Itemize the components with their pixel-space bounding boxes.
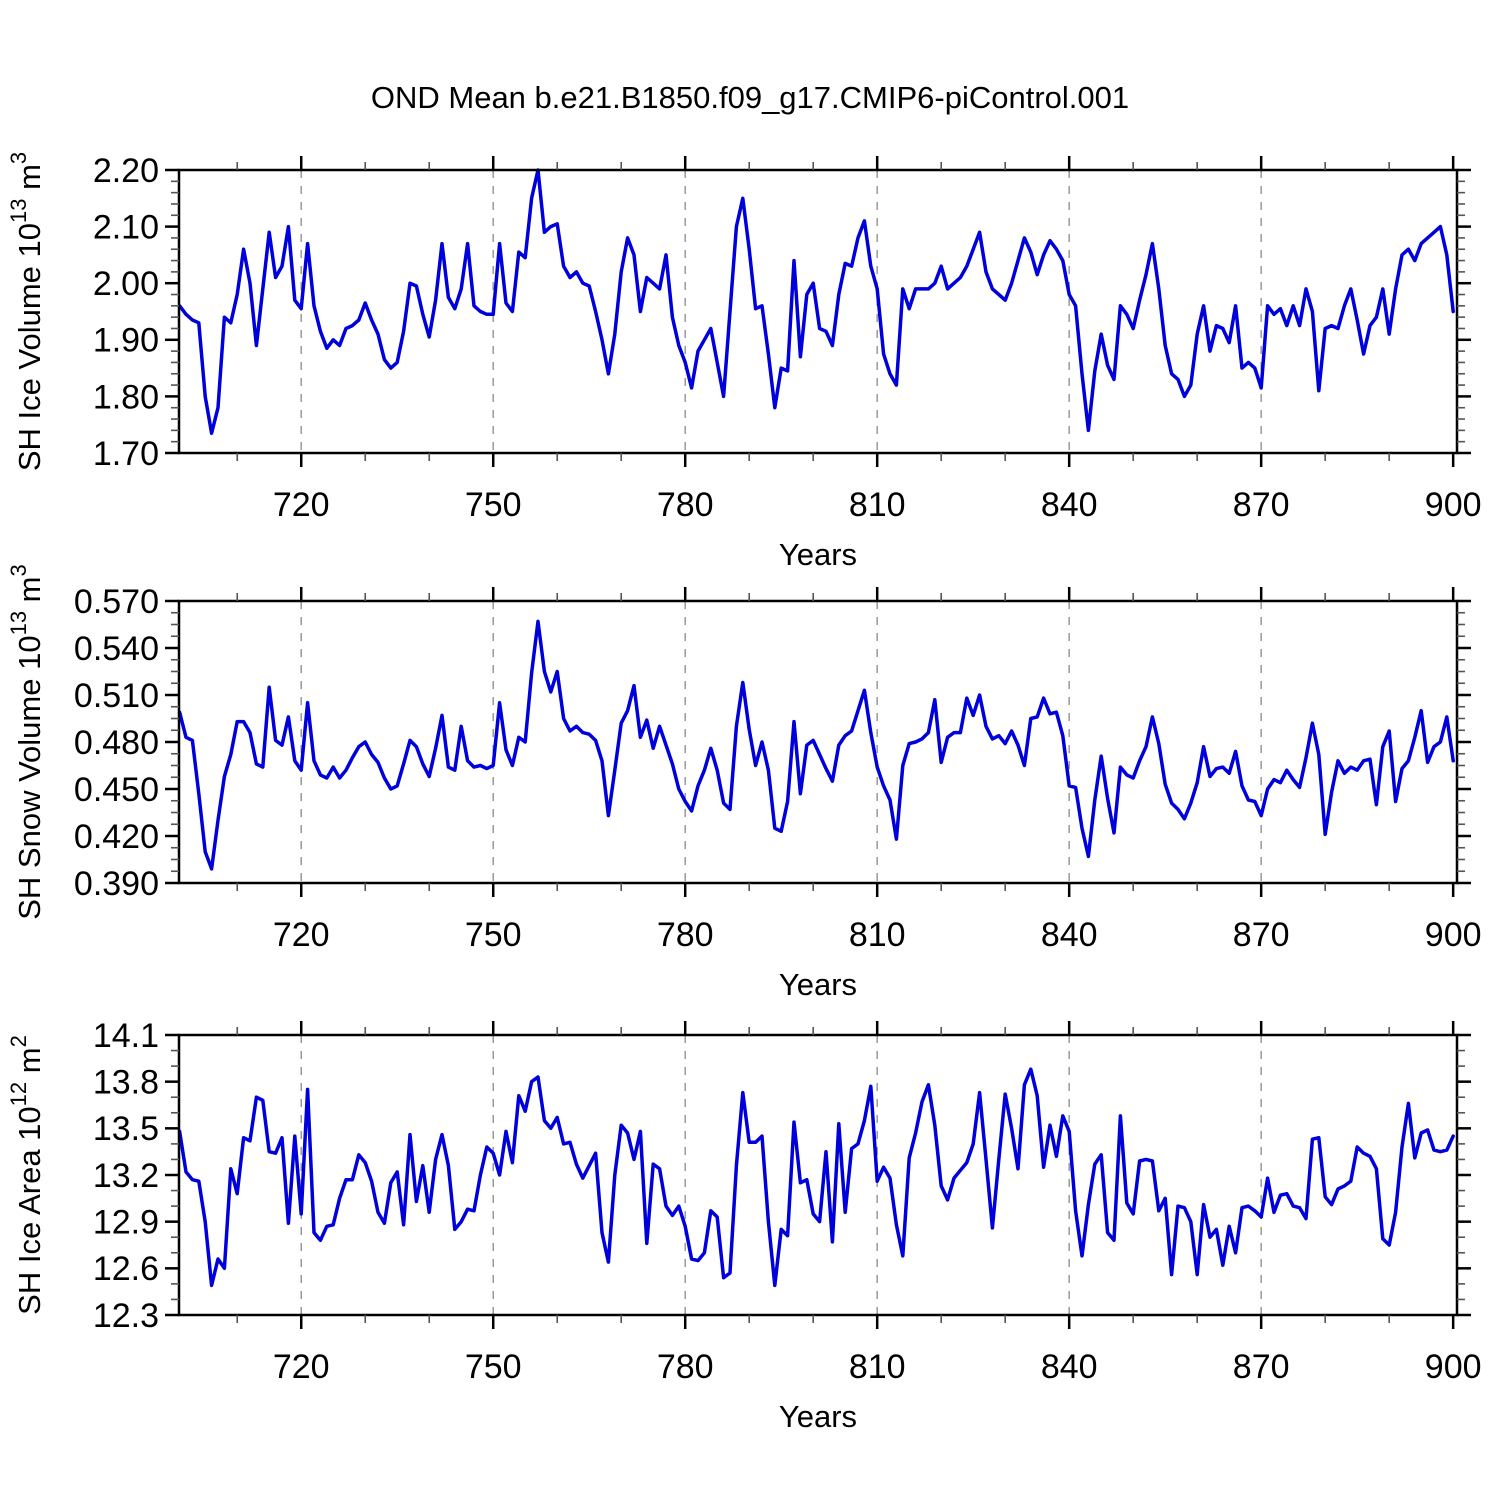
x-tick-label: 870 — [1233, 486, 1290, 524]
ticks-snow-volume — [165, 587, 1471, 897]
y-tick-label: 0.390 — [74, 865, 159, 903]
x-tick-label: 900 — [1425, 916, 1482, 954]
x-tick-label: 840 — [1041, 916, 1098, 954]
y-tick-label: 0.450 — [74, 771, 159, 809]
panel-frame — [177, 168, 1459, 455]
x-tick-label: 900 — [1425, 1348, 1482, 1386]
snow-volume-line — [177, 619, 1455, 871]
panel-ice-area: 720 750 780 810 840 870 900 12.3 12.6 12.9 13.2 13.… — [6, 1017, 1482, 1434]
y-tick-label: 0.570 — [74, 583, 159, 621]
x-tick-label: 870 — [1233, 916, 1290, 954]
x-tick-label: 810 — [849, 916, 906, 954]
y-tick-label: 12.3 — [93, 1297, 159, 1335]
y-tick-label: 13.8 — [93, 1064, 159, 1102]
y-tick-label: 0.540 — [74, 630, 159, 668]
y-tick-label: 2.10 — [93, 209, 159, 247]
y-tick-label: 13.5 — [93, 1110, 159, 1148]
y-axis-title-ice-volume: SH Ice Volume 1013 m3 — [6, 152, 47, 471]
x-tick-label: 810 — [849, 1348, 906, 1386]
ice-area-line — [177, 1067, 1455, 1288]
x-axis-title: Years — [779, 1399, 857, 1434]
y-tick-label: 0.510 — [74, 677, 159, 715]
y-tick-label: 2.20 — [93, 152, 159, 190]
x-tick-label: 720 — [273, 1348, 330, 1386]
x-axis-title: Years — [779, 967, 857, 1002]
ticks-ice-area — [165, 1021, 1471, 1329]
y-tick-label: 12.9 — [93, 1204, 159, 1242]
x-tick-label: 750 — [465, 916, 522, 954]
y-tick-label: 0.480 — [74, 724, 159, 762]
x-tick-label: 780 — [657, 1348, 714, 1386]
x-tick-label: 750 — [465, 486, 522, 524]
ticks-ice-volume — [165, 156, 1471, 467]
y-tick-label: 12.6 — [93, 1250, 159, 1288]
y-tick-label: 2.00 — [93, 265, 159, 303]
panel-frame — [177, 599, 1459, 885]
x-tick-label: 720 — [273, 916, 330, 954]
x-tick-label: 780 — [657, 486, 714, 524]
x-tick-label: 810 — [849, 486, 906, 524]
y-tick-label: 0.420 — [74, 818, 159, 856]
y-tick-label: 14.1 — [93, 1017, 159, 1055]
x-tick-label: 750 — [465, 1348, 522, 1386]
y-tick-label: 13.2 — [93, 1157, 159, 1195]
ice-volume-line — [177, 168, 1455, 435]
x-axis-title: Years — [779, 537, 857, 572]
x-tick-label: 870 — [1233, 1348, 1290, 1386]
y-axis-title-ice-area: SH Ice Area 1012 m2 — [6, 1035, 47, 1315]
x-tick-label: 840 — [1041, 1348, 1098, 1386]
x-tick-label: 780 — [657, 916, 714, 954]
y-axis-title-snow-volume: SH Snow Volume 1013 m3 — [6, 564, 47, 920]
x-tick-label: 900 — [1425, 486, 1482, 524]
x-tick-label: 720 — [273, 486, 330, 524]
figure-title: OND Mean b.e21.B1850.f09_g17.CMIP6-piCon… — [370, 80, 1130, 115]
panel-snow-volume: 720 750 780 810 840 870 900 0.390 0.420 0.450 0.48… — [6, 564, 1482, 1002]
panel-ice-volume: 720 750 780 810 840 870 900 1.70 1.80 1.90 2.00 2.1… — [6, 152, 1482, 572]
y-tick-label: 1.70 — [93, 435, 159, 473]
gridlines-ice-volume — [300, 170, 1262, 453]
y-tick-label: 1.90 — [93, 322, 159, 360]
y-tick-label: 1.80 — [93, 378, 159, 416]
x-tick-label: 840 — [1041, 486, 1098, 524]
